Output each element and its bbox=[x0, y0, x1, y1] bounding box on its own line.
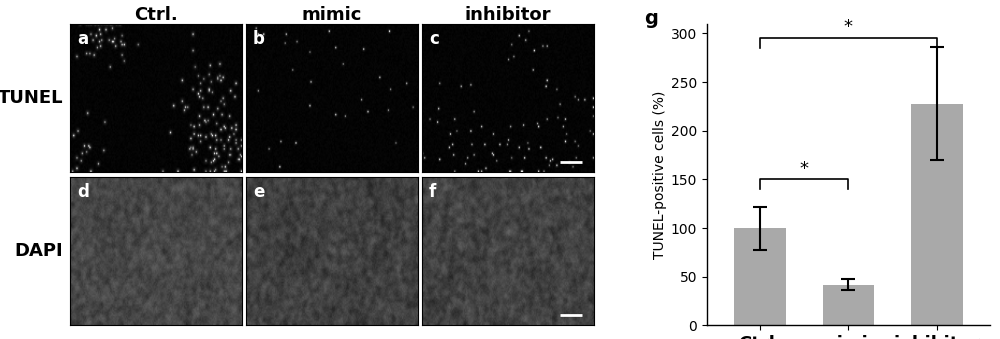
Text: c: c bbox=[429, 29, 439, 48]
Y-axis label: DAPI: DAPI bbox=[14, 242, 63, 260]
Y-axis label: TUNEL-positive cells (%): TUNEL-positive cells (%) bbox=[653, 91, 667, 259]
Bar bbox=[823, 284, 874, 325]
Text: d: d bbox=[77, 183, 89, 201]
Title: inhibitor: inhibitor bbox=[465, 5, 551, 24]
Text: a: a bbox=[77, 29, 88, 48]
Y-axis label: TUNEL: TUNEL bbox=[0, 89, 63, 107]
Text: *: * bbox=[844, 18, 853, 36]
Text: f: f bbox=[429, 183, 436, 201]
Text: b: b bbox=[253, 29, 265, 48]
Bar bbox=[734, 228, 786, 325]
Title: mimic: mimic bbox=[302, 5, 362, 24]
Text: *: * bbox=[800, 160, 809, 178]
Bar bbox=[911, 103, 963, 325]
Text: e: e bbox=[253, 183, 264, 201]
Title: Ctrl.: Ctrl. bbox=[134, 5, 178, 24]
Text: g: g bbox=[645, 8, 658, 28]
